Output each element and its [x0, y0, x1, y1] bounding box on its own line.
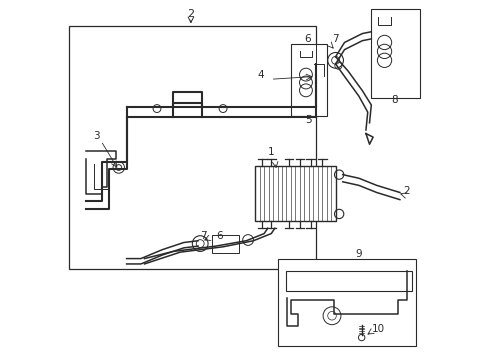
Text: 8: 8 — [390, 95, 397, 105]
Bar — [285, 271, 411, 291]
Bar — [290, 44, 326, 116]
Text: 7: 7 — [200, 231, 206, 241]
Bar — [255, 166, 335, 221]
Text: 1: 1 — [267, 147, 274, 157]
Bar — [212, 235, 239, 252]
Text: 9: 9 — [355, 249, 362, 259]
Text: 6: 6 — [304, 35, 310, 45]
Bar — [69, 26, 315, 269]
Text: 10: 10 — [370, 324, 384, 334]
Bar — [278, 258, 415, 346]
Bar — [370, 9, 419, 98]
Text: 2: 2 — [187, 9, 194, 19]
Text: 4: 4 — [257, 70, 264, 80]
Text: 2: 2 — [403, 186, 409, 196]
Text: 6: 6 — [216, 231, 223, 241]
Text: 5: 5 — [305, 115, 311, 125]
Text: 3: 3 — [93, 131, 100, 141]
Text: 7: 7 — [331, 35, 338, 45]
